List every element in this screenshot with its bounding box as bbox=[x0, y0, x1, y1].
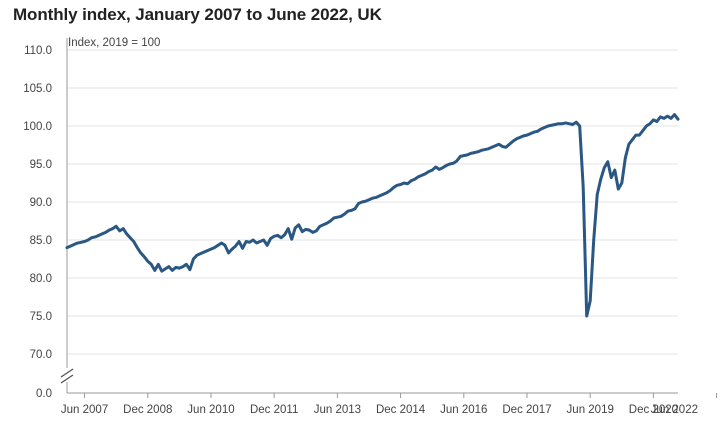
y-tick-label: 95.0 bbox=[30, 159, 52, 171]
x-tick-label: Dec 2017 bbox=[502, 404, 551, 416]
y-tick-label: 90.0 bbox=[30, 197, 52, 209]
y-axis-tick-labels: 110.0 105.0 100.0 95.0 90.0 85.0 80.0 75.0 70.0 0… bbox=[23, 45, 52, 400]
gridlines bbox=[67, 49, 678, 394]
series-line bbox=[65, 113, 680, 318]
x-tick-label: Dec 2011 bbox=[250, 404, 298, 416]
y-tick-label: 110.0 bbox=[24, 45, 52, 57]
y-axis-label: Index, 2019 = 100 bbox=[68, 37, 160, 49]
x-axis-tick-labels: Jun 2007 Dec 2008 Jun 2010 Dec 2011 Jun 2013… bbox=[61, 393, 718, 416]
x-tick-label: Jun 2016 bbox=[440, 404, 487, 416]
y-tick-label: 75.0 bbox=[30, 311, 52, 323]
axis-break-mark bbox=[60, 374, 74, 384]
y-tick-label: 85.0 bbox=[30, 235, 52, 247]
x-tick-label: Jun 2022 bbox=[651, 404, 698, 416]
x-tick-label: Jun 2013 bbox=[314, 404, 361, 416]
x-tick-label: Jun 2010 bbox=[187, 404, 234, 416]
axes bbox=[60, 38, 74, 393]
y-tick-label: 105.0 bbox=[23, 83, 52, 95]
x-tick-label: Jun 2007 bbox=[61, 404, 108, 416]
x-tick-label: Dec 2020 bbox=[629, 404, 678, 416]
x-tick-label: Jun 2019 bbox=[567, 404, 614, 416]
x-tick-label: Dec 2008 bbox=[123, 404, 172, 416]
y-tick-label: 100.0 bbox=[23, 121, 52, 133]
x-tick-label: Dec 2014 bbox=[376, 404, 426, 416]
chart-title: Monthly index, January 2007 to June 2022… bbox=[13, 5, 382, 24]
y-tick-label: 70.0 bbox=[30, 349, 52, 361]
series-layer bbox=[65, 113, 680, 318]
y-tick-label: 0.0 bbox=[36, 388, 52, 400]
y-tick-label: 80.0 bbox=[30, 273, 52, 285]
axis-break-mark bbox=[60, 368, 74, 378]
